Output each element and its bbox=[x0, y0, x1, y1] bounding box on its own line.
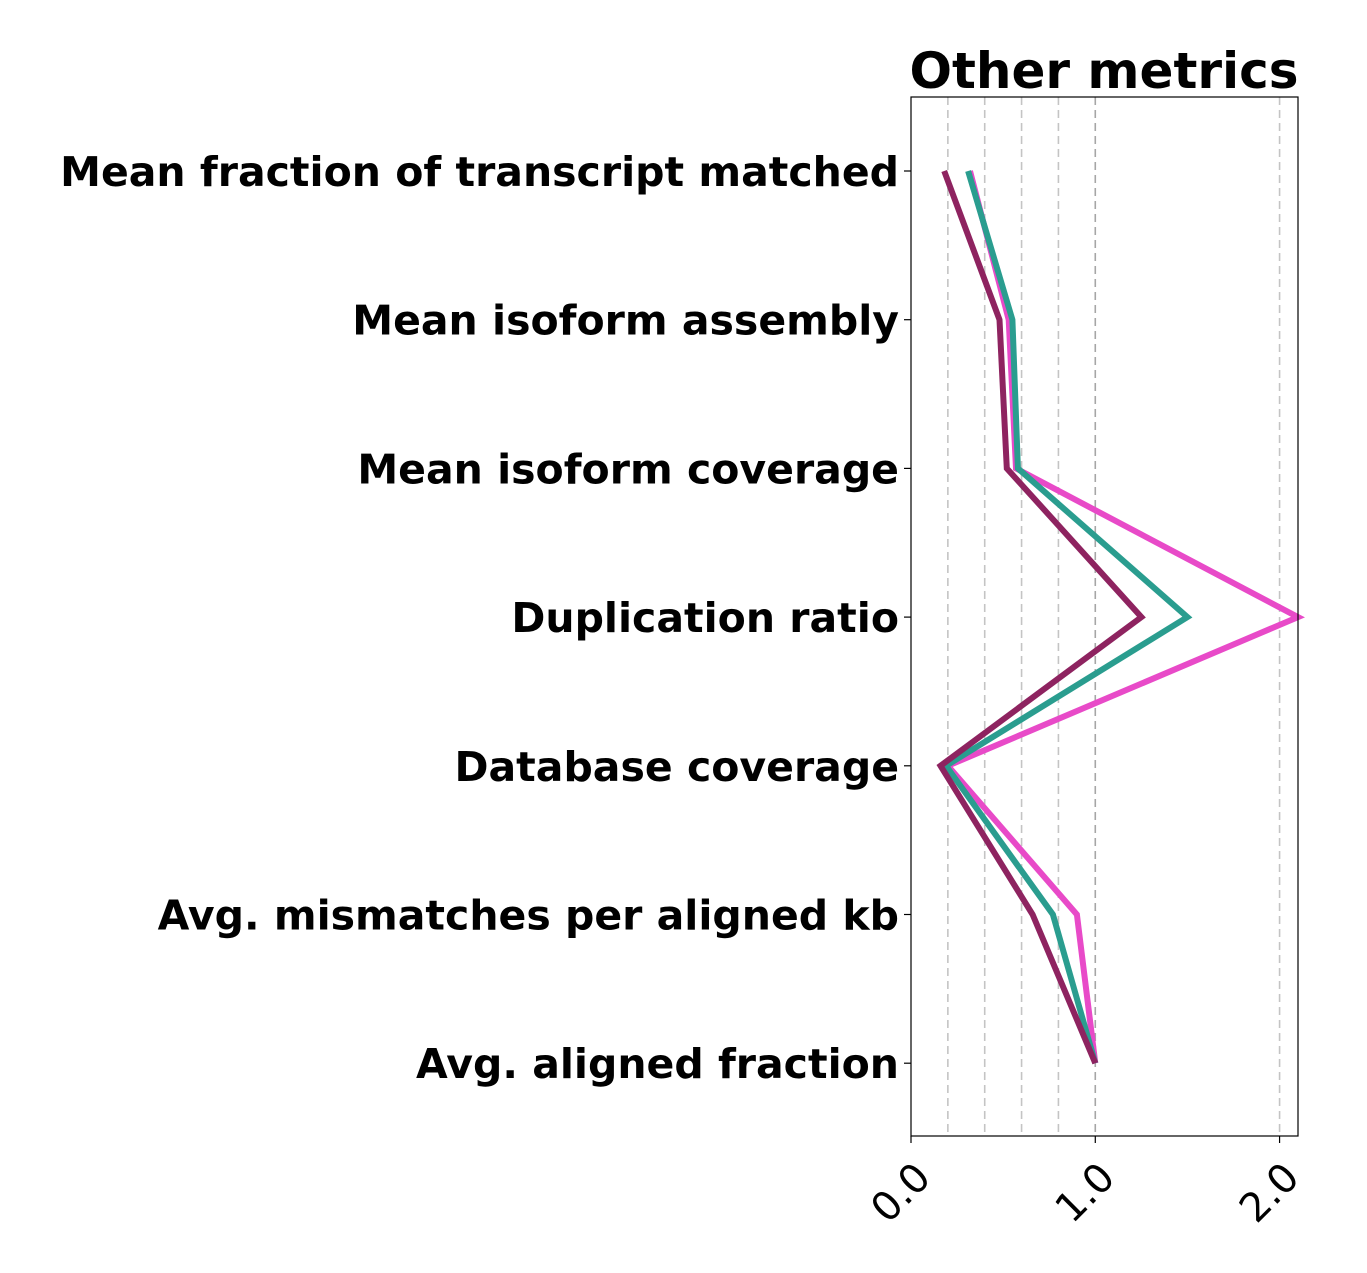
series-line-2 bbox=[936, 169, 1146, 1065]
category-label-1: Mean isoform assembly bbox=[352, 297, 899, 345]
category-label-2: Mean isoform coverage bbox=[357, 445, 899, 493]
x-tick-label-0: 0.0 bbox=[862, 1154, 940, 1232]
category-label-0: Mean fraction of transcript matched bbox=[60, 148, 899, 196]
x-axis: 0.0 1.0 2.0 bbox=[862, 1136, 1308, 1232]
series-line-1 bbox=[941, 170, 1193, 1065]
series-lines bbox=[936, 169, 1305, 1065]
series-line-0 bbox=[942, 170, 1305, 1064]
category-label-5: Avg. mismatches per aligned kb bbox=[158, 892, 899, 940]
plot-frame bbox=[910, 96, 1299, 1137]
x-tick-label-1: 1.0 bbox=[1047, 1154, 1125, 1232]
y-axis: Mean fraction of transcript matched Mean … bbox=[60, 148, 911, 1088]
x-tick-label-2: 2.0 bbox=[1231, 1154, 1309, 1232]
category-label-3: Duplication ratio bbox=[511, 594, 899, 642]
grid bbox=[947, 97, 1281, 1136]
category-label-4: Database coverage bbox=[454, 743, 899, 791]
category-label-6: Avg. aligned fraction bbox=[416, 1040, 899, 1088]
chart-title: Other metrics bbox=[909, 42, 1298, 100]
